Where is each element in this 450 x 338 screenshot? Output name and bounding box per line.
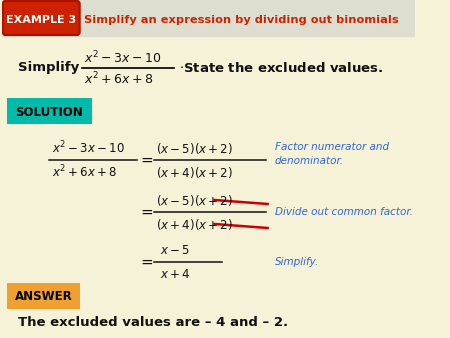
FancyBboxPatch shape	[7, 283, 80, 309]
FancyBboxPatch shape	[3, 1, 80, 35]
Text: Divide out common factor.: Divide out common factor.	[275, 207, 413, 217]
Text: $x^2 + 6x + 8$: $x^2 + 6x + 8$	[84, 71, 153, 87]
Text: EXAMPLE 3: EXAMPLE 3	[6, 15, 76, 25]
Text: $x^2 - 3x - 10$: $x^2 - 3x - 10$	[52, 140, 125, 156]
Text: The excluded values are – 4 and – 2.: The excluded values are – 4 and – 2.	[18, 315, 288, 329]
Text: $(x - 5)(x + 2)$: $(x - 5)(x + 2)$	[156, 193, 233, 208]
Text: Factor numerator and
denominator.: Factor numerator and denominator.	[275, 142, 389, 166]
Text: =: =	[140, 204, 153, 219]
Text: ANSWER: ANSWER	[15, 290, 73, 304]
Text: $x^2 + 6x + 8$: $x^2 + 6x + 8$	[52, 164, 117, 180]
Text: $x^2 - 3x - 10$: $x^2 - 3x - 10$	[84, 50, 162, 66]
Text: $x - 5$: $x - 5$	[160, 243, 190, 257]
Text: SOLUTION: SOLUTION	[16, 105, 83, 119]
Text: $\cdot$State the excluded values.: $\cdot$State the excluded values.	[179, 61, 383, 75]
Text: Simplify: Simplify	[18, 62, 80, 74]
Text: =: =	[140, 255, 153, 269]
FancyBboxPatch shape	[7, 98, 92, 124]
Text: Simplify.: Simplify.	[275, 257, 319, 267]
Text: Simplify an expression by dividing out binomials: Simplify an expression by dividing out b…	[84, 15, 399, 25]
Text: $x + 4$: $x + 4$	[160, 267, 191, 281]
Text: =: =	[140, 152, 153, 168]
Text: $(x - 5)(x + 2)$: $(x - 5)(x + 2)$	[156, 141, 233, 155]
Text: $(x + 4)(x + 2)$: $(x + 4)(x + 2)$	[156, 217, 233, 232]
Text: $(x + 4)(x + 2)$: $(x + 4)(x + 2)$	[156, 165, 233, 179]
